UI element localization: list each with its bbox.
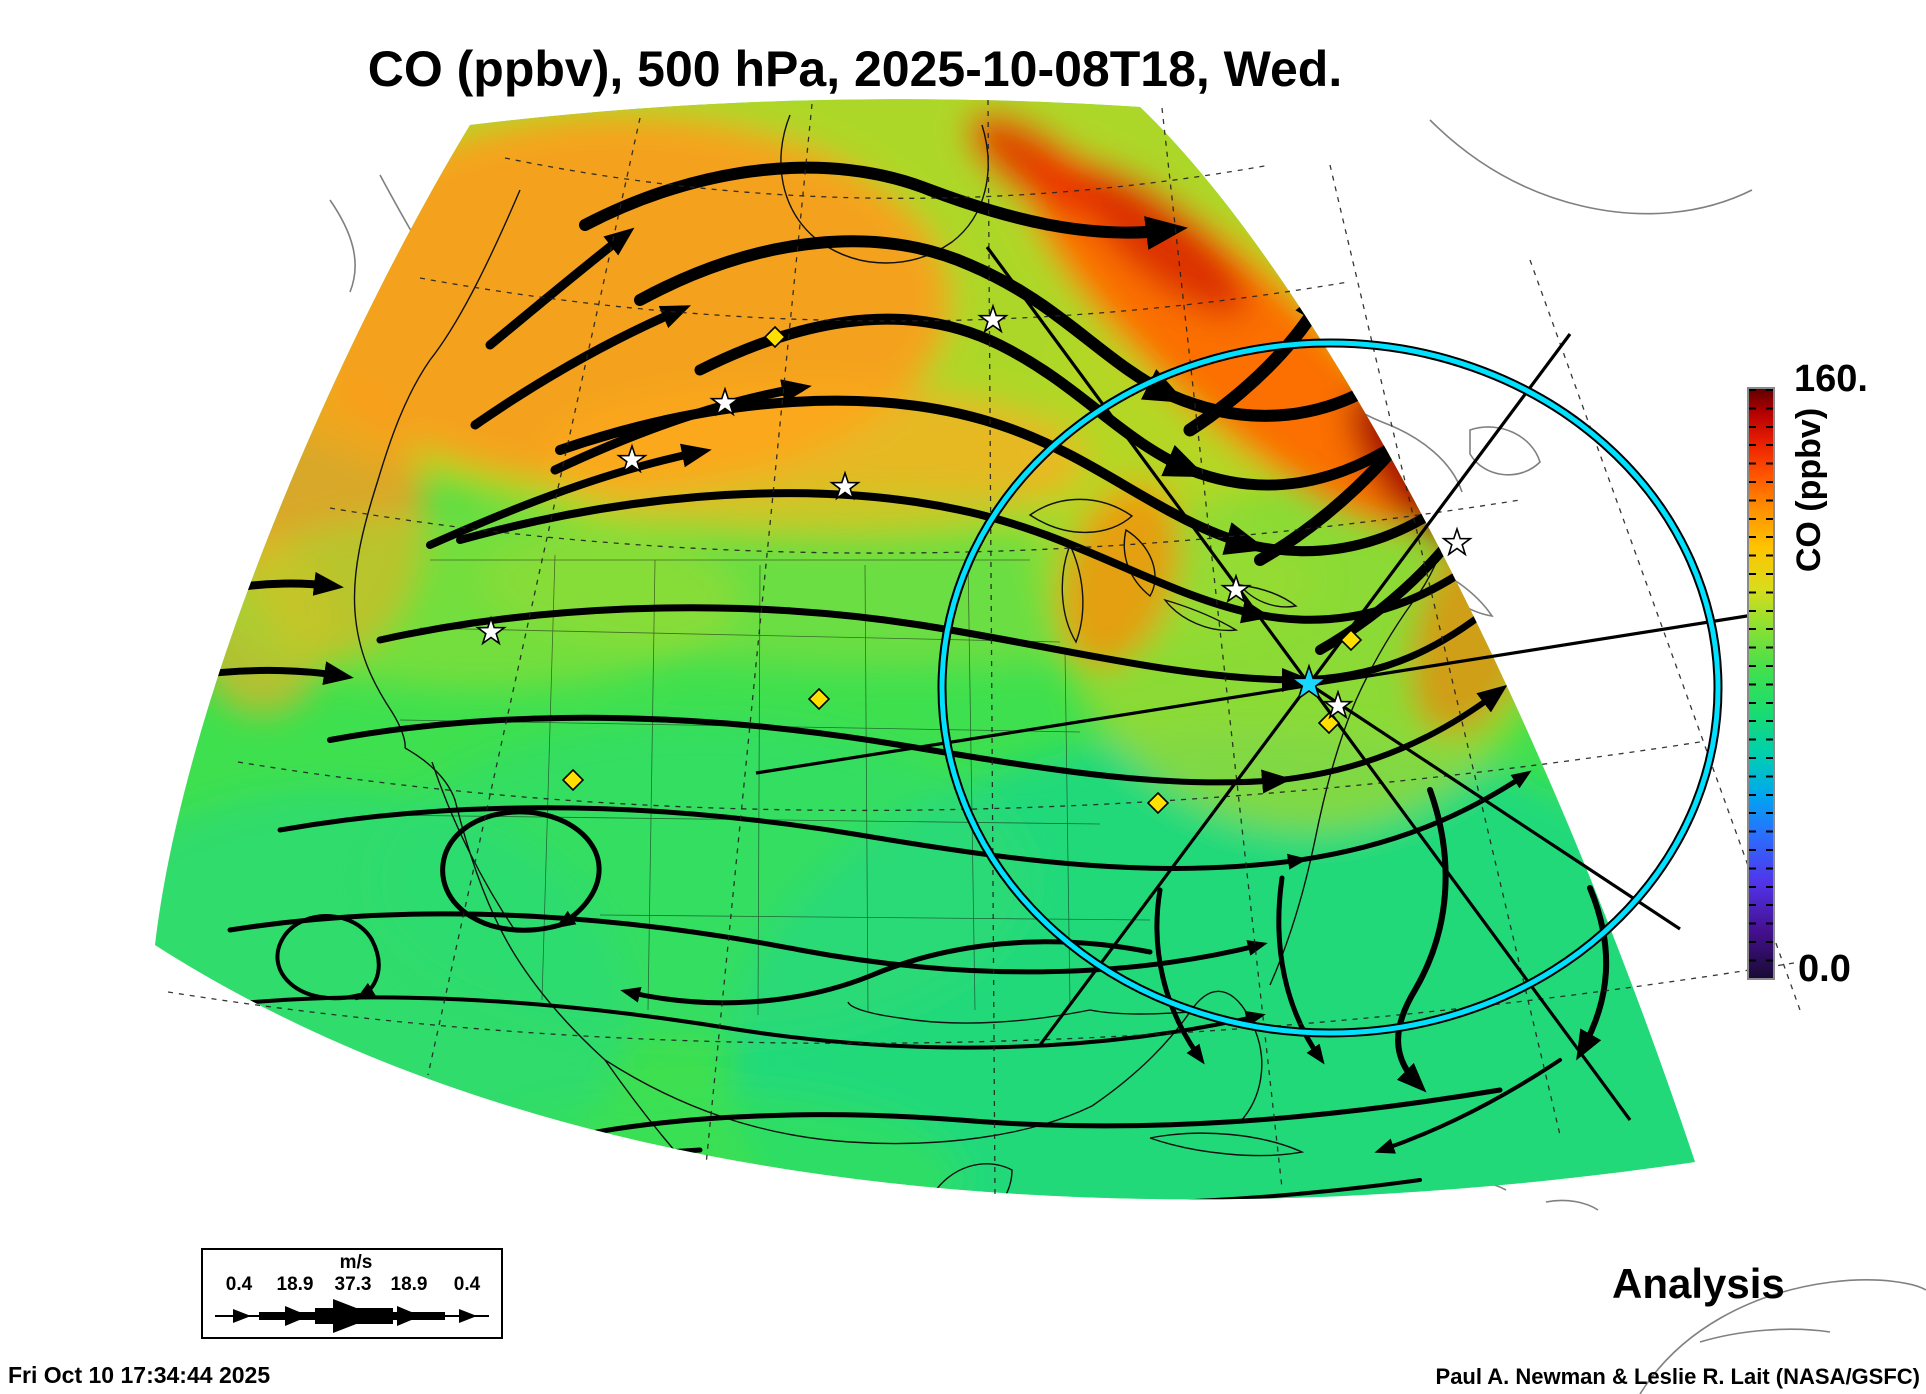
site-star [616, 443, 648, 474]
wind-legend-arrow [215, 1299, 489, 1333]
balloon-site-diamond [561, 768, 585, 792]
range-ring [937, 338, 1723, 1038]
colorbar-max-label: 160. [1794, 358, 1868, 400]
site-markers [475, 303, 1473, 815]
azimuth-line [755, 610, 1773, 775]
site-star [1220, 573, 1252, 604]
credit-line: Paul A. Newman & Leslie R. Lait (NASA/GS… [1435, 1364, 1920, 1389]
balloon-site-diamond [1339, 628, 1363, 652]
figure-title: CO (ppbv), 500 hPa, 2025-10-08T18, Wed. [367, 41, 1343, 97]
site-star [977, 303, 1009, 334]
wind-legend-value: 0.4 [453, 1274, 481, 1295]
graticule [167, 99, 1801, 1199]
site-star [829, 470, 861, 501]
balloon-site-diamond [763, 325, 787, 349]
site-star [709, 386, 741, 417]
site-star [1441, 526, 1473, 557]
colorbar-axis-label: CO (ppbv) [1790, 407, 1828, 573]
wind-legend-value: 37.3 [334, 1274, 372, 1295]
balloon-site-diamond [1146, 791, 1170, 815]
wind-legend-value: 18.9 [276, 1274, 314, 1295]
azimuth-line [1308, 682, 1681, 931]
wind-legend-unit: m/s [339, 1252, 373, 1273]
colorbar-ticks-left [1749, 389, 1756, 978]
wind-legend-value: 18.9 [390, 1274, 428, 1295]
analysis-mode-label: Analysis [1612, 1260, 1785, 1307]
balloon-site-diamond [1317, 711, 1341, 735]
balloon-site-diamond [807, 687, 831, 711]
colorbar-ticks-right [1766, 389, 1773, 978]
site-star [1322, 689, 1354, 720]
home-site-star [1289, 663, 1329, 701]
colorbar-min-label: 0.0 [1798, 948, 1851, 990]
wind-legend-value: 0.4 [225, 1274, 253, 1295]
co-concentration-field [155, 99, 1695, 1200]
co-colorbar [1747, 387, 1775, 980]
site-star [475, 615, 507, 646]
generation-timestamp: Fri Oct 10 17:34:44 2025 [8, 1362, 271, 1388]
